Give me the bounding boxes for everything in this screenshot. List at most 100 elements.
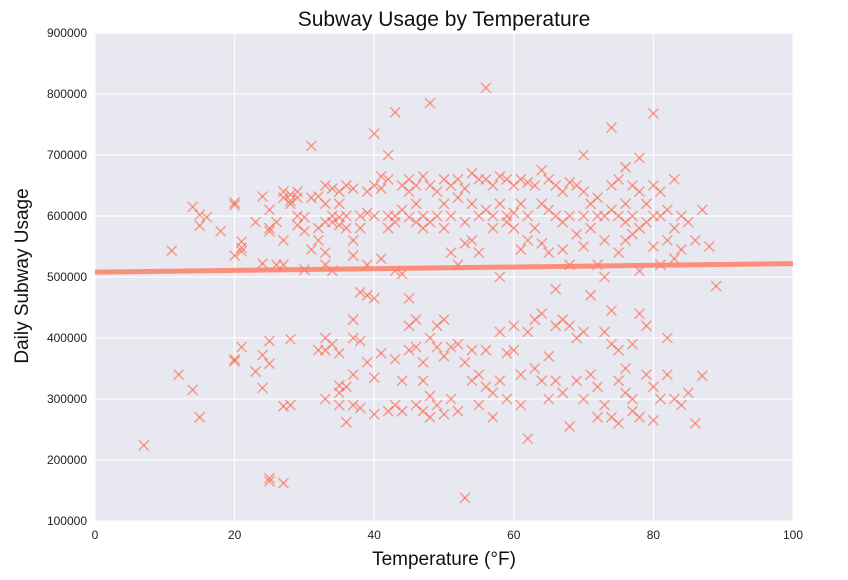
data-point: [431, 186, 443, 198]
data-point: [647, 381, 659, 393]
data-point: [619, 198, 632, 210]
data-point: [515, 244, 527, 256]
data-point: [326, 183, 338, 195]
data-point: [375, 347, 387, 359]
trendline-layer: [94, 261, 794, 275]
data-point: [250, 216, 262, 228]
data-point: [536, 308, 548, 320]
data-point: [536, 164, 548, 176]
data-point: [347, 332, 359, 344]
data-point: [396, 405, 408, 417]
data-point: [256, 382, 269, 394]
data-point: [501, 393, 513, 405]
data-point: [361, 207, 373, 219]
x-tick-label: 20: [228, 528, 242, 542]
data-point: [333, 399, 345, 411]
data-point: [696, 370, 708, 382]
data-point: [138, 439, 150, 451]
data-point: [626, 338, 638, 350]
data-point: [277, 234, 289, 246]
data-point: [494, 170, 506, 182]
data-point: [263, 335, 276, 347]
data-point: [543, 393, 555, 405]
data-point: [333, 198, 345, 210]
data-point: [438, 314, 450, 326]
data-point: [640, 198, 652, 210]
data-point: [284, 399, 296, 411]
data-point: [236, 236, 248, 248]
data-point: [459, 237, 471, 249]
gridlines: [94, 32, 794, 522]
data-point: [368, 128, 380, 140]
data-point: [445, 247, 457, 259]
data-point: [305, 140, 317, 152]
data-point: [661, 204, 673, 216]
data-point: [473, 247, 485, 259]
data-point: [501, 347, 513, 359]
data-point: [347, 399, 359, 411]
data-point: [619, 161, 632, 173]
data-point: [654, 393, 666, 405]
data-point: [675, 399, 687, 411]
data-point: [494, 326, 506, 338]
data-point: [508, 344, 520, 356]
data-point: [354, 210, 366, 222]
data-point: [410, 179, 422, 192]
data-point: [487, 222, 499, 234]
data-point: [494, 198, 506, 210]
data-point: [473, 369, 485, 381]
data-point: [389, 353, 401, 365]
data-point: [508, 222, 520, 234]
data-point: [633, 308, 645, 320]
data-point: [522, 433, 534, 445]
data-point: [550, 375, 562, 387]
data-point: [347, 183, 359, 195]
data-point: [389, 216, 401, 228]
y-tick-label: 400000: [47, 331, 87, 345]
data-point: [633, 152, 645, 164]
x-tick-label: 40: [368, 528, 382, 542]
data-point: [487, 387, 499, 399]
data-point: [564, 320, 576, 332]
data-point: [536, 375, 548, 387]
data-point: [626, 210, 638, 222]
data-point: [612, 344, 625, 356]
data-point: [438, 350, 450, 362]
data-point: [368, 408, 380, 420]
data-point: [333, 219, 345, 231]
data-point: [612, 247, 625, 259]
data-point: [403, 344, 415, 356]
data-point: [438, 198, 450, 210]
data-point: [682, 387, 694, 399]
data-point: [578, 240, 590, 253]
data-point: [431, 341, 443, 353]
data-point: [480, 344, 492, 356]
data-point: [578, 210, 590, 222]
data-point: [424, 411, 436, 423]
data-point: [661, 234, 673, 246]
data-point: [354, 222, 366, 234]
data-point: [368, 372, 380, 384]
data-point: [277, 477, 289, 489]
data-point: [668, 253, 680, 265]
data-point: [564, 210, 576, 222]
data-point: [354, 402, 366, 414]
data-point: [494, 375, 506, 387]
data-point: [487, 179, 499, 192]
data-point: [417, 375, 429, 387]
data-point: [626, 393, 638, 405]
data-point: [654, 186, 666, 198]
data-point: [689, 234, 701, 246]
data-point: [215, 225, 227, 237]
data-point: [347, 369, 359, 381]
data-point: [522, 176, 534, 188]
data-point: [194, 220, 206, 232]
data-point: [515, 173, 527, 185]
data-point: [452, 338, 464, 350]
data-point: [536, 237, 548, 249]
data-point: [403, 211, 415, 223]
data-point: [599, 399, 611, 411]
data-point: [354, 286, 366, 298]
data-point: [333, 347, 345, 359]
data-point: [396, 375, 408, 387]
